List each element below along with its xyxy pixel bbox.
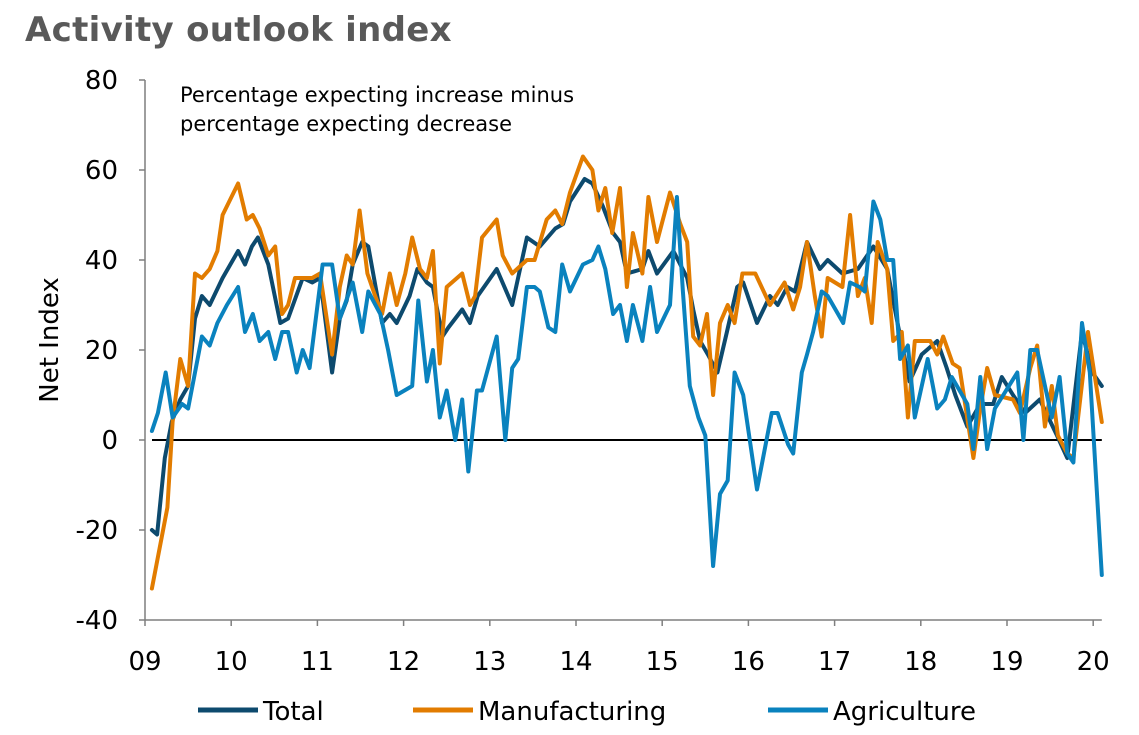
x-tick-label: 20 [1077, 647, 1110, 677]
annotation-line-1: Percentage expecting increase minus [180, 83, 574, 107]
x-tick-label: 16 [732, 647, 765, 677]
x-tick-label: 13 [473, 647, 506, 677]
y-tick-label: 80 [85, 66, 118, 96]
x-tick-label: 14 [559, 647, 592, 677]
x-tick-label: 15 [646, 647, 679, 677]
x-tick-label: 19 [990, 647, 1023, 677]
series-line-manufacturing [149, 154, 1104, 591]
legend-item-total: Total [198, 697, 324, 727]
series-lines [149, 154, 1104, 591]
x-tick-label: 11 [301, 647, 334, 677]
legend-label: Total [262, 697, 324, 727]
axes: -40 -20 0 20 40 60 80 09 10 11 12 13 14 15 16 17 18 19 20 [76, 66, 1110, 677]
legend-label: Agriculture [833, 697, 976, 727]
y-tick-label: 40 [85, 246, 118, 276]
annotation-line-2: percentage expecting decrease [180, 112, 512, 136]
series-line-agriculture [149, 195, 1104, 577]
y-axis-label: Net Index [35, 277, 65, 402]
x-tick-label: 09 [128, 647, 161, 677]
legend-item-manufacturing: Manufacturing [413, 697, 666, 727]
x-tick-label: 10 [215, 647, 248, 677]
legend: Total Manufacturing Agriculture [198, 697, 976, 727]
x-tick-label: 17 [818, 647, 851, 677]
legend-item-agriculture: Agriculture [768, 697, 976, 727]
y-tick-label: 20 [85, 336, 118, 366]
y-tick-label: 0 [101, 426, 118, 456]
chart-title: Activity outlook index [25, 10, 452, 50]
legend-label: Manufacturing [478, 697, 666, 727]
y-tick-label: -40 [76, 606, 118, 636]
y-tick-label: 60 [85, 156, 118, 186]
y-tick-label: -20 [76, 516, 118, 546]
x-tick-label: 18 [904, 647, 937, 677]
x-tick-label: 12 [387, 647, 420, 677]
